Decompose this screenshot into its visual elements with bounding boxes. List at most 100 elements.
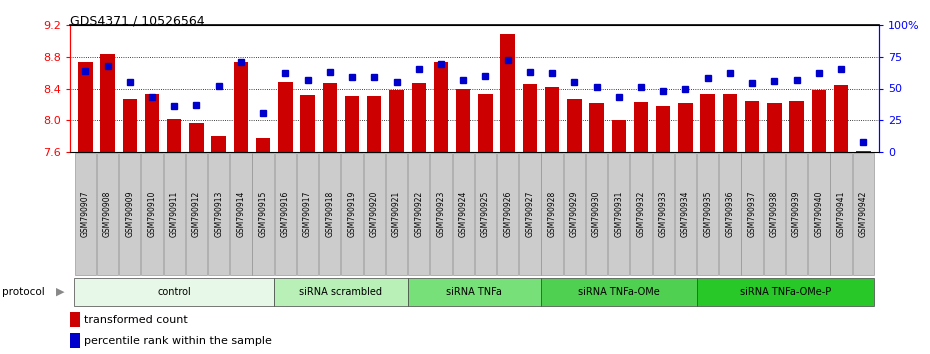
Bar (433, 62, 448, 152)
FancyBboxPatch shape (186, 154, 207, 275)
FancyBboxPatch shape (386, 154, 407, 275)
FancyBboxPatch shape (319, 154, 340, 275)
Bar (323, 83, 337, 152)
Text: GSM790941: GSM790941 (837, 191, 845, 238)
FancyBboxPatch shape (675, 154, 697, 275)
Bar (278, 82, 293, 152)
FancyBboxPatch shape (697, 278, 874, 306)
Text: GSM790926: GSM790926 (503, 191, 512, 238)
Bar (100, 54, 114, 152)
Bar (456, 88, 471, 152)
FancyBboxPatch shape (407, 278, 541, 306)
Bar (745, 101, 760, 152)
Bar (167, 119, 181, 152)
FancyBboxPatch shape (119, 154, 140, 275)
Text: GSM790914: GSM790914 (236, 191, 246, 238)
Text: GSM790913: GSM790913 (214, 191, 223, 238)
FancyBboxPatch shape (231, 154, 252, 275)
Text: GSM790924: GSM790924 (458, 191, 468, 238)
Bar (678, 103, 693, 152)
Text: transformed count: transformed count (85, 315, 188, 325)
FancyBboxPatch shape (519, 154, 540, 275)
Text: GSM790908: GSM790908 (103, 191, 112, 238)
FancyBboxPatch shape (653, 154, 674, 275)
Bar (256, 138, 271, 152)
Bar (70, 312, 80, 327)
Text: siRNA scrambled: siRNA scrambled (299, 287, 382, 297)
Text: GSM790915: GSM790915 (259, 191, 268, 238)
Text: GSM790928: GSM790928 (548, 191, 556, 237)
Text: GSM790939: GSM790939 (792, 191, 801, 238)
FancyBboxPatch shape (541, 278, 697, 306)
Bar (767, 103, 781, 152)
Bar (211, 136, 226, 152)
Bar (656, 106, 671, 152)
Text: siRNA TNFa-OMe-P: siRNA TNFa-OMe-P (740, 287, 831, 297)
Bar (834, 85, 848, 152)
Bar (723, 94, 737, 152)
Text: GSM790930: GSM790930 (592, 191, 601, 238)
Bar (857, 151, 870, 152)
Bar (367, 96, 381, 152)
Text: GSM790909: GSM790909 (126, 191, 134, 238)
Bar (790, 101, 804, 152)
Text: GSM790922: GSM790922 (414, 191, 423, 237)
FancyBboxPatch shape (252, 154, 273, 275)
FancyBboxPatch shape (274, 154, 296, 275)
Text: GSM790919: GSM790919 (348, 191, 356, 238)
FancyBboxPatch shape (608, 154, 630, 275)
Bar (500, 34, 515, 152)
FancyBboxPatch shape (453, 154, 474, 275)
Text: GSM790925: GSM790925 (481, 191, 490, 238)
FancyBboxPatch shape (341, 154, 363, 275)
Bar (233, 62, 248, 152)
Text: protocol: protocol (2, 287, 45, 297)
FancyBboxPatch shape (808, 154, 830, 275)
Text: GSM790942: GSM790942 (858, 191, 868, 238)
FancyBboxPatch shape (541, 154, 563, 275)
Bar (411, 83, 426, 152)
FancyBboxPatch shape (853, 154, 874, 275)
FancyBboxPatch shape (474, 154, 496, 275)
Bar (345, 97, 359, 152)
FancyBboxPatch shape (164, 154, 185, 275)
Bar (633, 102, 648, 152)
FancyBboxPatch shape (74, 278, 274, 306)
FancyBboxPatch shape (764, 154, 785, 275)
Text: GSM790937: GSM790937 (748, 191, 757, 238)
Text: GSM790931: GSM790931 (615, 191, 623, 238)
Bar (812, 90, 826, 152)
Bar (78, 62, 92, 152)
Bar (300, 95, 315, 152)
Bar (70, 333, 80, 348)
Text: GSM790935: GSM790935 (703, 191, 712, 238)
Text: siRNA TNFa-OMe: siRNA TNFa-OMe (578, 287, 659, 297)
Text: GSM790907: GSM790907 (81, 191, 90, 238)
FancyBboxPatch shape (408, 154, 430, 275)
Bar (567, 99, 581, 152)
Text: GSM790929: GSM790929 (570, 191, 578, 238)
FancyBboxPatch shape (274, 278, 407, 306)
FancyBboxPatch shape (497, 154, 518, 275)
Bar (612, 120, 626, 152)
Text: GSM790910: GSM790910 (148, 191, 156, 238)
Bar (545, 87, 559, 152)
FancyBboxPatch shape (786, 154, 807, 275)
Text: GSM790916: GSM790916 (281, 191, 290, 238)
Text: GSM790923: GSM790923 (436, 191, 445, 238)
FancyBboxPatch shape (741, 154, 763, 275)
Text: GSM790912: GSM790912 (192, 191, 201, 237)
FancyBboxPatch shape (141, 154, 163, 275)
Text: percentile rank within the sample: percentile rank within the sample (85, 336, 272, 346)
Bar (123, 99, 137, 152)
Bar (523, 84, 538, 152)
Text: GSM790920: GSM790920 (370, 191, 379, 238)
Bar (145, 94, 159, 152)
FancyBboxPatch shape (208, 154, 230, 275)
FancyBboxPatch shape (97, 154, 118, 275)
FancyBboxPatch shape (586, 154, 607, 275)
Text: GSM790921: GSM790921 (392, 191, 401, 237)
Text: GSM790936: GSM790936 (725, 191, 735, 238)
Text: ▶: ▶ (56, 287, 64, 297)
FancyBboxPatch shape (74, 154, 96, 275)
